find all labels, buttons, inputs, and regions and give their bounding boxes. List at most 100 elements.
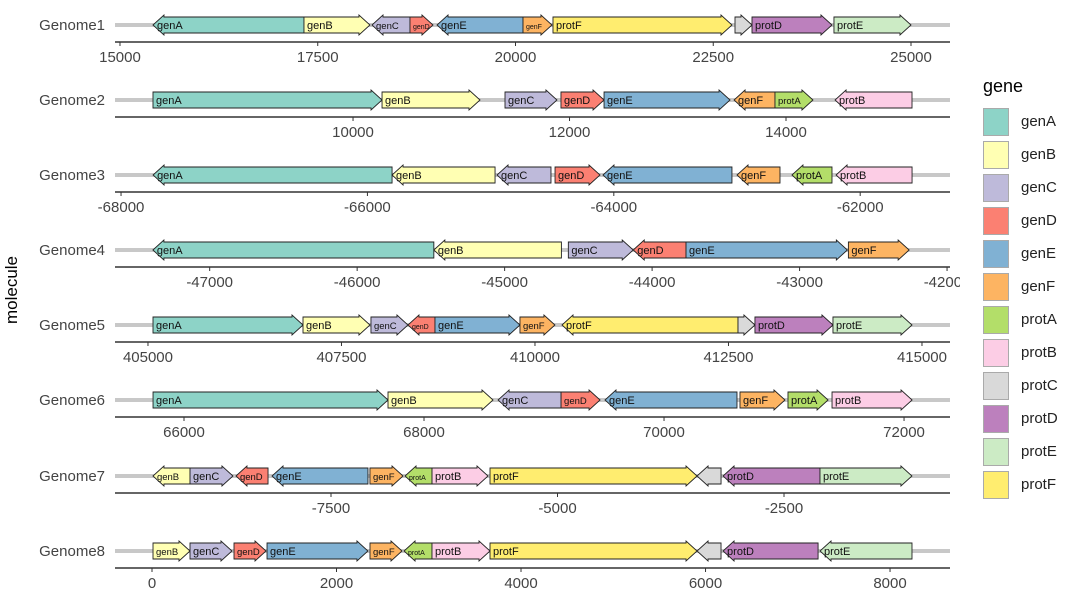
gene-label: genB [391, 395, 417, 407]
gene-label: genD [237, 547, 260, 558]
gene-label: genC [571, 245, 597, 257]
x-tick-label: 17500 [297, 49, 339, 66]
gene-arrow-genD [409, 13, 434, 37]
gene-arrow-genF [369, 539, 403, 563]
gene-label: genA [156, 95, 182, 107]
legend-label: protF [1021, 476, 1057, 493]
legend-key [983, 140, 1009, 169]
gene-arrow-genE [685, 238, 849, 262]
legend-item-protB: protB [983, 336, 1058, 369]
gene-label: protD [755, 20, 782, 32]
molecule-Genome1: Genome1 15000 17500 20000 22500 25000 genA genB… [39, 13, 950, 66]
legend-label: protC [1021, 377, 1058, 394]
gene-arrow-genC [370, 313, 409, 337]
gene-arrow-protD [754, 313, 834, 337]
gene-label: genF [523, 321, 545, 332]
molecule-Genome8: Genome8 0 2000 4000 6000 8000 genB genC genD genE… [39, 539, 950, 592]
gene-arrow-genA [152, 163, 393, 187]
molecule-label: Genome1 [39, 17, 105, 34]
gene-label: genC [376, 21, 399, 32]
gene-label: genB [438, 245, 464, 257]
gene-arrow-genD [560, 88, 605, 112]
gene-arrow-protC [734, 13, 753, 37]
molecule-label: Genome5 [39, 317, 105, 334]
x-tick-label: 70000 [643, 424, 685, 441]
gene-arrow-protF [489, 464, 698, 488]
legend-label: protD [1021, 410, 1058, 427]
legend-item-genE: genE [983, 237, 1058, 270]
gene-arrow-genD [554, 163, 601, 187]
gene-arrow-protB [835, 163, 913, 187]
legend-label: protE [1021, 443, 1057, 460]
gene-label: genB [306, 320, 332, 332]
x-tick-label: -5000 [538, 500, 576, 517]
gene-label: genB [156, 547, 178, 558]
x-tick-label: 66000 [163, 424, 205, 441]
gene-arrow-genD [560, 388, 601, 412]
gene-label: protD [758, 320, 785, 332]
gene-label: genD [637, 245, 663, 257]
gene-label: protA [408, 550, 425, 557]
molecule-label: Genome8 [39, 543, 105, 560]
legend-item-genC: genC [983, 171, 1058, 204]
gene-label: genE [607, 95, 633, 107]
legend-item-protE: protE [983, 435, 1058, 468]
legend-label: genD [1021, 212, 1057, 229]
legend-key [983, 338, 1009, 367]
gene-arrow-genB [303, 13, 371, 37]
x-tick-label: 25000 [890, 49, 932, 66]
x-tick-label: 412500 [703, 349, 753, 366]
gene-arrow-genB [381, 88, 481, 112]
x-tick-label: 14000 [765, 124, 807, 141]
gene-arrow-genF [739, 388, 786, 412]
gene-arrow-genB [391, 163, 496, 187]
gene-arrow-protB [831, 388, 913, 412]
x-tick-label: 22500 [692, 49, 734, 66]
gene-label: genD [564, 396, 587, 407]
legend-item-protA: protA [983, 303, 1058, 336]
gene-label: genA [157, 170, 183, 182]
x-tick-label: 20000 [495, 49, 537, 66]
gene-arrow-protD [722, 539, 819, 563]
x-tick-label: -62000 [837, 199, 884, 216]
gene-label: protB [435, 546, 461, 558]
legend-item-genF: genF [983, 270, 1058, 303]
legend-label: genE [1021, 245, 1057, 262]
x-tick-label: 72000 [883, 424, 925, 441]
x-tick-label: -42000 [924, 274, 960, 291]
gene-label: genF [741, 170, 766, 182]
gene-arrow-protA [774, 88, 814, 112]
gene-label: genE [609, 395, 635, 407]
gene-label: protF [493, 471, 519, 483]
x-tick-label: -43000 [776, 274, 823, 291]
gene-label: genA [157, 245, 183, 257]
legend-key [983, 437, 1009, 466]
gene-label: protE [836, 320, 862, 332]
x-tick-label: -66000 [344, 199, 391, 216]
gene-arrow-genE [266, 539, 369, 563]
gene-label: protD [727, 471, 754, 483]
gene-arrow-genE [434, 313, 521, 337]
gene-arrow-protF [552, 13, 733, 37]
gene-arrow-genE [602, 163, 733, 187]
x-tick-label: 2000 [320, 575, 353, 592]
gene-arrow-protC [737, 313, 756, 337]
legend-title: gene [983, 76, 1024, 96]
gene-arrow-protE [819, 539, 913, 563]
gene-arrow-protB [834, 88, 913, 112]
gene-label: genE [276, 471, 302, 483]
gene-arrow-protE [832, 313, 913, 337]
legend-key [983, 305, 1009, 334]
gene-arrow-genB [152, 539, 191, 563]
gene-arrow-protF [489, 539, 698, 563]
gene-arrow-genE [603, 88, 731, 112]
gene-arrow-genE [604, 388, 738, 412]
gene-arrow-protA [404, 464, 433, 488]
gene-arrow-genC [189, 464, 234, 488]
x-tick-label: 410000 [510, 349, 560, 366]
gene-label: protB [839, 95, 865, 107]
gene-arrow-genA [152, 388, 389, 412]
gene-label: genD [240, 472, 263, 483]
